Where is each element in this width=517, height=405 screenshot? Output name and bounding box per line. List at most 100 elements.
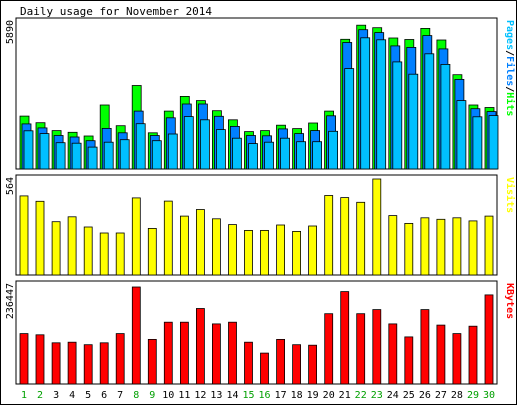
day-label-26: 26 <box>419 390 431 401</box>
bar-visits-visits-day-19 <box>308 225 318 276</box>
bar-pages-files-hits-pages-day-17 <box>280 137 290 170</box>
day-label-24: 24 <box>387 390 399 401</box>
bar-pages-files-hits-pages-day-27 <box>440 64 451 170</box>
day-label-11: 11 <box>178 390 190 401</box>
day-label-23: 23 <box>371 390 383 401</box>
bar-visits-visits-day-11 <box>179 215 189 276</box>
day-label-3: 3 <box>53 390 59 401</box>
bar-visits-visits-day-16 <box>260 229 269 276</box>
bar-visits-visits-day-7 <box>115 232 125 276</box>
bar-pages-files-hits-pages-day-14 <box>231 137 242 170</box>
legend-item-hits: Hits <box>504 92 516 116</box>
bar-kbytes-kbytes-day-30 <box>484 294 494 385</box>
bar-kbytes-kbytes-day-22 <box>356 313 366 385</box>
day-label-17: 17 <box>275 390 287 401</box>
day-label-10: 10 <box>162 390 174 401</box>
day-label-8: 8 <box>133 390 139 401</box>
bar-visits-visits-day-3 <box>51 221 61 276</box>
bar-kbytes-kbytes-day-3 <box>51 342 61 385</box>
bar-pages-files-hits-pages-day-11 <box>183 116 194 170</box>
day-label-18: 18 <box>291 390 303 401</box>
bar-kbytes-kbytes-day-9 <box>147 338 157 385</box>
bar-pages-files-hits-pages-day-5 <box>87 146 98 170</box>
bar-kbytes-kbytes-day-13 <box>211 323 221 385</box>
day-label-27: 27 <box>435 390 447 401</box>
day-label-6: 6 <box>101 390 107 401</box>
bar-visits-visits-day-25 <box>404 222 414 276</box>
bar-pages-files-hits-pages-day-2 <box>39 133 50 170</box>
bar-kbytes-kbytes-day-4 <box>67 341 77 385</box>
legend-item-pages: Pages <box>504 20 515 50</box>
bar-kbytes-kbytes-day-12 <box>195 308 205 385</box>
bar-visits-visits-day-30 <box>484 215 494 276</box>
bar-visits-visits-day-2 <box>35 200 45 276</box>
bar-kbytes-kbytes-day-10 <box>163 321 173 385</box>
bar-visits-visits-day-22 <box>356 201 366 276</box>
bar-kbytes-kbytes-day-23 <box>372 309 382 385</box>
day-label-13: 13 <box>210 390 222 401</box>
legend-item-files: Files <box>504 56 516 86</box>
bar-kbytes-kbytes-day-11 <box>179 321 189 385</box>
day-label-22: 22 <box>355 390 367 401</box>
legend-item-visits: Visits <box>504 177 516 213</box>
legend-visits: Visits <box>504 177 516 213</box>
bar-pages-files-hits-pages-day-24 <box>392 61 403 170</box>
day-label-4: 4 <box>69 390 75 401</box>
day-label-5: 5 <box>85 390 91 401</box>
panel-visits <box>15 174 498 276</box>
bar-visits-visits-day-13 <box>211 218 221 276</box>
bar-kbytes-kbytes-day-8 <box>131 286 141 385</box>
bar-visits-visits-day-1 <box>19 195 29 276</box>
day-label-20: 20 <box>323 390 335 401</box>
bar-visits-visits-day-21 <box>340 197 350 276</box>
bar-visits-visits-day-15 <box>244 229 253 276</box>
bar-pages-files-hits-pages-day-7 <box>119 139 130 170</box>
day-label-1: 1 <box>21 390 27 401</box>
day-label-12: 12 <box>194 390 206 401</box>
day-label-28: 28 <box>451 390 463 401</box>
bar-pages-files-hits-pages-day-26 <box>424 53 435 170</box>
bar-kbytes-kbytes-day-1 <box>19 333 29 385</box>
bar-visits-visits-day-5 <box>83 226 93 276</box>
bar-pages-files-hits-pages-day-18 <box>296 141 307 170</box>
bar-visits-visits-day-29 <box>468 220 478 276</box>
bar-kbytes-kbytes-day-5 <box>83 344 93 385</box>
bar-pages-files-hits-pages-day-15 <box>248 143 258 170</box>
panel-kbytes <box>15 280 498 385</box>
bar-kbytes-kbytes-day-24 <box>388 323 398 385</box>
bar-kbytes-kbytes-day-26 <box>420 309 430 385</box>
day-label-25: 25 <box>403 390 415 401</box>
bar-visits-visits-day-18 <box>292 230 302 276</box>
bar-visits-visits-day-12 <box>195 209 205 276</box>
bar-pages-files-hits-pages-day-10 <box>167 133 178 170</box>
bar-kbytes-kbytes-day-19 <box>308 344 318 385</box>
bar-pages-files-hits-pages-day-28 <box>456 100 467 170</box>
legend-item-kbytes: KBytes <box>504 283 515 319</box>
bar-pages-files-hits-pages-day-16 <box>264 141 274 170</box>
bar-visits-visits-day-23 <box>372 178 382 276</box>
bar-visits-visits-day-10 <box>163 200 173 276</box>
bar-visits-visits-day-20 <box>324 195 334 276</box>
day-label-2: 2 <box>37 390 43 401</box>
bar-pages-files-hits-pages-day-8 <box>135 123 146 170</box>
bar-pages-files-hits-pages-day-30 <box>488 115 499 170</box>
bar-kbytes-kbytes-day-2 <box>35 334 45 385</box>
bar-visits-visits-day-8 <box>131 197 141 276</box>
bar-pages-files-hits-pages-day-25 <box>408 73 419 170</box>
ymax-label-pages-files-hits: 5890 <box>5 20 16 44</box>
bar-kbytes-kbytes-day-7 <box>115 333 125 385</box>
bar-kbytes-kbytes-day-21 <box>340 291 350 385</box>
bar-pages-files-hits-pages-day-21 <box>344 68 355 170</box>
bar-pages-files-hits-pages-day-22 <box>360 37 371 170</box>
bar-pages-files-hits-pages-day-13 <box>215 129 226 170</box>
bar-kbytes-kbytes-day-25 <box>404 336 414 385</box>
bar-pages-files-hits-pages-day-20 <box>328 130 339 170</box>
bar-pages-files-hits-pages-day-1 <box>23 130 34 170</box>
chart-title: Daily usage for November 2014 <box>20 5 212 18</box>
bar-pages-files-hits-pages-day-12 <box>199 119 210 170</box>
bar-pages-files-hits-pages-day-6 <box>103 141 114 170</box>
day-label-21: 21 <box>339 390 351 401</box>
ymax-label-kbytes: 236447 <box>5 283 16 319</box>
bar-kbytes-kbytes-day-29 <box>468 325 478 385</box>
